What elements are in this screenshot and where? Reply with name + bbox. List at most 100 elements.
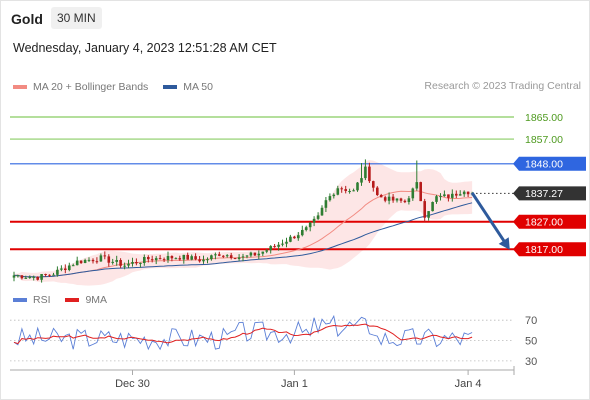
candle-body (285, 241, 288, 244)
candle (265, 249, 268, 254)
candle (399, 197, 403, 203)
candle-body (44, 274, 47, 275)
rsi-9ma-line (13, 323, 473, 345)
candle-body (368, 166, 371, 182)
candle-body (273, 246, 276, 248)
candle (253, 252, 257, 256)
candle-body (257, 253, 261, 256)
candle (466, 191, 470, 197)
candle (395, 198, 399, 203)
candle (312, 216, 316, 227)
candle (415, 160, 419, 191)
candle (320, 205, 324, 216)
candle-body (87, 259, 91, 261)
candle (119, 258, 122, 269)
candle (186, 252, 189, 260)
candle-body (107, 256, 111, 263)
candle-body (91, 259, 95, 262)
candle-body (56, 269, 59, 275)
legend-label-ma50: MA 50 (183, 81, 213, 93)
candle-body (293, 236, 296, 239)
candle-body (241, 256, 245, 258)
candle (289, 234, 292, 243)
candle-body (28, 277, 32, 278)
candle-body (214, 254, 217, 256)
candle (277, 242, 280, 251)
candle-body (411, 188, 415, 199)
candle-body (281, 243, 284, 245)
level-tag-support (513, 214, 586, 229)
candle (16, 274, 20, 278)
legend-item-9ma: 9MA (65, 294, 107, 306)
candle-body (308, 222, 312, 228)
candle (32, 275, 35, 281)
candle-body (40, 274, 43, 280)
candle (293, 235, 296, 239)
candle-body (115, 260, 118, 262)
level-label-current: 1837.27 (525, 188, 563, 200)
candle-body (12, 275, 16, 278)
legend-swatch-ma50 (163, 85, 178, 89)
candle-body (139, 262, 142, 264)
candle (28, 275, 32, 279)
candle-body (222, 255, 225, 257)
candle-body (52, 274, 55, 276)
candles-layer (12, 159, 474, 283)
candle (182, 254, 186, 264)
candle-body (360, 178, 363, 183)
candle (372, 180, 375, 192)
candle-body (427, 211, 430, 218)
candle (348, 188, 351, 194)
candle (340, 186, 343, 193)
candle (210, 254, 213, 261)
candle (387, 192, 391, 205)
candle-body (312, 218, 316, 223)
candle (241, 253, 245, 262)
time-tick-label: Jan 1 (281, 378, 308, 390)
candle-body (462, 191, 466, 195)
candle (435, 194, 438, 204)
candle (439, 193, 442, 201)
candle (170, 255, 174, 262)
candle (20, 275, 24, 280)
candle-body (277, 244, 280, 247)
rsi-panel: 70 50 30 (10, 314, 537, 368)
candle (379, 193, 383, 198)
candle-body (225, 255, 229, 257)
candle (24, 275, 28, 279)
datetime-label: Wednesday, January 4, 2023 12:51:28 AM C… (13, 41, 277, 55)
candle-body (20, 275, 24, 279)
candle-body (68, 265, 71, 270)
candle-body (218, 254, 221, 256)
candle (107, 254, 111, 267)
candle-body (166, 256, 170, 260)
candle-body (328, 196, 332, 201)
candle-body (265, 250, 268, 252)
candle (451, 189, 454, 202)
legend-item-ma20: MA 20 + Bollinger Bands (13, 81, 148, 93)
candle-body (320, 207, 324, 216)
candle (56, 266, 59, 277)
candle-body (162, 259, 166, 261)
time-tick-label: Jan 4 (455, 378, 482, 390)
candle (383, 195, 387, 203)
candle-body (297, 235, 300, 239)
timeframe-badge[interactable]: 30 MIN (51, 7, 102, 29)
candle (458, 190, 462, 196)
candle-body (253, 252, 257, 256)
header: Gold 30 MIN (0, 0, 590, 36)
candle-body (304, 227, 308, 230)
candle (123, 262, 126, 270)
candle-body (431, 202, 434, 212)
candle-body (407, 198, 411, 202)
candle (202, 255, 205, 264)
candle-body (16, 275, 20, 277)
candle-body (466, 191, 470, 195)
candle (64, 264, 67, 274)
candle-body (458, 194, 462, 196)
level-label-support: 1827.00 (525, 217, 563, 229)
candle-body (178, 258, 182, 260)
candle (83, 258, 87, 264)
candle (162, 257, 166, 262)
